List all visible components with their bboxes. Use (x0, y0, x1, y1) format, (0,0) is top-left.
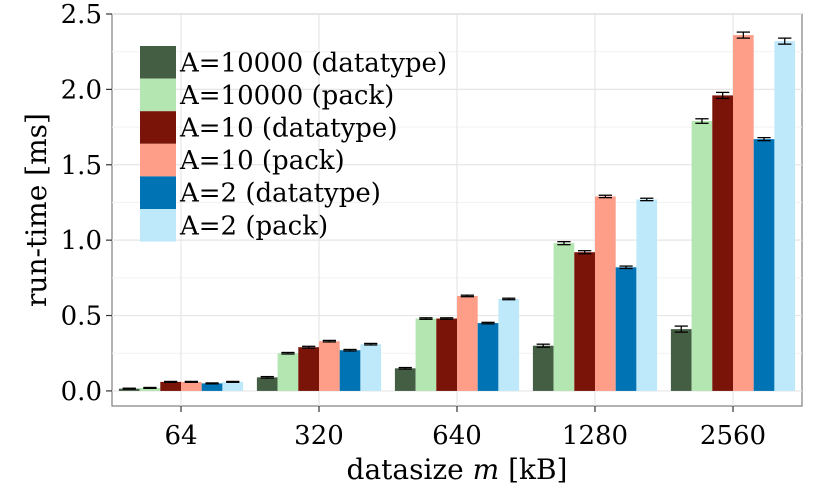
bar (201, 383, 223, 391)
y-tick-label: 1.0 (61, 226, 102, 256)
bar (256, 377, 278, 391)
errorbars-layer (122, 31, 792, 390)
bar (277, 353, 299, 391)
bar (139, 387, 161, 391)
bar (691, 121, 713, 391)
bar (753, 139, 775, 391)
bars-layer (118, 35, 796, 391)
bar (339, 350, 361, 391)
x-axis-title-prefix: datasize (347, 453, 473, 486)
bar (319, 341, 340, 391)
legend-label: A=10 (datatype) (179, 114, 397, 144)
x-tick-label: 640 (432, 421, 482, 451)
x-axis-title-variable: m (473, 453, 500, 486)
y-tick-label: 0.0 (61, 377, 102, 407)
bar (733, 35, 754, 391)
legend-key (140, 143, 176, 177)
y-tick-label: 0.5 (61, 302, 102, 332)
bar (477, 323, 499, 391)
x-axis-title: datasize m [kB] (347, 453, 568, 486)
bar (160, 381, 181, 391)
legend-label: A=2 (datatype) (179, 179, 381, 209)
x-tick-label: 64 (164, 421, 197, 451)
bar (436, 318, 457, 391)
x-tick-label: 2560 (700, 421, 766, 451)
bar (415, 318, 437, 391)
legend-label: A=10 (pack) (179, 146, 345, 176)
bar (670, 329, 692, 391)
bar (532, 345, 554, 391)
legend: A=10000 (datatype)A=10000 (pack)A=10 (da… (140, 46, 447, 242)
bar (574, 252, 595, 391)
legend-key (140, 111, 176, 144)
x-axis: 64 320 640 1280 2560 (164, 406, 766, 451)
bar (118, 388, 140, 391)
bar (457, 295, 478, 391)
legend-key (140, 46, 176, 79)
x-tick-label: 320 (294, 421, 344, 451)
bar (636, 199, 658, 391)
bar (298, 347, 319, 391)
y-tick-label: 2.0 (61, 75, 102, 105)
y-axis-title: run-time [ms] (20, 113, 53, 307)
legend-key (140, 176, 176, 209)
legend-label: A=2 (pack) (179, 211, 328, 241)
bar (595, 196, 616, 391)
legend-key (140, 209, 176, 242)
bar (181, 381, 202, 391)
y-tick-label: 2.5 (61, 0, 102, 30)
x-tick-label: 1280 (562, 421, 628, 451)
y-axis: 0.0 0.5 1.0 1.5 2.0 2.5 (61, 0, 112, 407)
legend-label: A=10000 (pack) (179, 81, 394, 111)
bar (222, 381, 244, 391)
bar (774, 41, 796, 391)
bar (553, 243, 575, 391)
bar (360, 344, 382, 391)
y-tick-label: 1.5 (61, 151, 102, 181)
legend-key (140, 78, 176, 112)
bar (498, 298, 520, 391)
bar (615, 267, 637, 391)
bar (394, 368, 416, 391)
x-axis-title-suffix: [kB] (499, 453, 567, 486)
legend-label: A=10000 (datatype) (179, 48, 447, 78)
bar (712, 95, 733, 391)
